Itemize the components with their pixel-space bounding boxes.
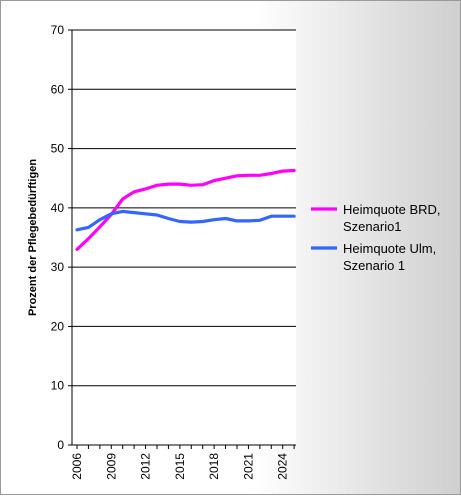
plot-background: [72, 30, 296, 445]
y-axis-ticks: 0 10 20 30 40 50 60 70: [51, 23, 72, 452]
x-tick-label: 2015: [173, 453, 187, 480]
y-tick-label: 40: [51, 201, 65, 215]
x-tick-label: 2018: [207, 453, 221, 480]
y-tick-label: 10: [51, 379, 65, 393]
y-tick-label: 0: [57, 438, 64, 452]
x-tick-label: 2021: [241, 453, 255, 480]
series-lines: [75, 168, 296, 251]
x-tick-label: 2006: [70, 453, 84, 480]
x-tick-label: 2024: [276, 453, 290, 480]
gridlines: [72, 29, 296, 387]
x-tick-label: 2009: [104, 453, 118, 480]
legend-label-2: Heimquote Ulm,: [343, 241, 436, 256]
y-tick-label: 60: [51, 82, 65, 96]
y-axis-label: Prozent der Pflegebedürftigen: [27, 159, 39, 316]
legend-label-2: Szenario 1: [343, 258, 405, 273]
legend-label-1: Heimquote BRD,: [343, 202, 441, 217]
y-tick-label: 20: [51, 319, 65, 333]
y-tick-label: 50: [51, 142, 65, 156]
series-line-2: [75, 209, 296, 232]
y-tick-label: 30: [51, 260, 65, 274]
y-tick-label: 70: [51, 23, 65, 37]
legend-label-1: Szenario1: [343, 219, 402, 234]
legend: Heimquote BRD, Szenario1 Heimquote Ulm, Sze…: [311, 202, 441, 273]
x-tick-label: 2012: [139, 453, 153, 480]
plot-area: 2006 2009 2012 2015 2018 2021 2024 0 10 20 30 40 50…: [51, 23, 296, 480]
x-axis-ticks: 2006 2009 2012 2015 2018 2021 2024: [70, 445, 295, 480]
